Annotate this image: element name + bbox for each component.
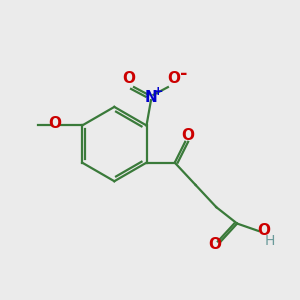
Text: -: - (180, 65, 188, 83)
Text: O: O (208, 238, 221, 253)
Text: O: O (122, 71, 135, 86)
Text: O: O (182, 128, 195, 143)
Text: H: H (265, 233, 275, 248)
Text: N: N (145, 90, 157, 105)
Text: O: O (167, 71, 180, 86)
Text: O: O (48, 116, 61, 130)
Text: O: O (257, 224, 270, 238)
Text: +: + (153, 85, 164, 98)
